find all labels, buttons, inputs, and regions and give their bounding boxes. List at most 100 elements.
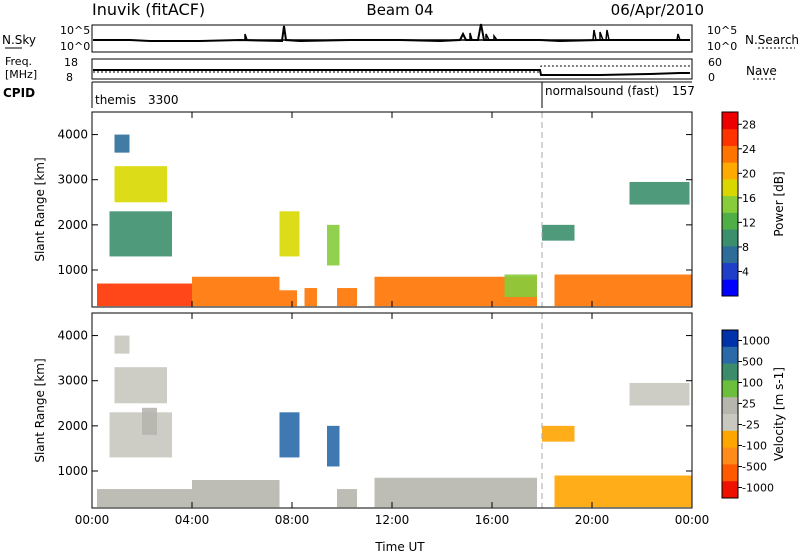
data-region-14 <box>629 181 690 205</box>
data-region-5 <box>279 290 297 307</box>
colorbar-title: Power [dB] <box>772 171 786 236</box>
data-region-2 <box>109 211 172 257</box>
data-region-11 <box>504 274 537 298</box>
colorbar-swatch <box>722 346 738 365</box>
cpid-segment-1-name: themis <box>95 93 136 107</box>
data-region-0 <box>114 134 130 153</box>
colorbar-title: Velocity [m s-1] <box>772 367 786 461</box>
nsky-tick-top: 10^5 <box>60 24 90 37</box>
nsky-tick-bottom: 10^0 <box>60 40 90 53</box>
colorbar-tick-label: -500 <box>742 461 767 474</box>
x-tick-label: 16:00 <box>475 513 510 527</box>
colorbar-swatch <box>722 128 738 146</box>
data-region-13 <box>554 274 692 307</box>
colorbar-swatch <box>722 262 738 280</box>
colorbar-tick-label: -100 <box>742 440 767 453</box>
colorbar-tick-label: 20 <box>742 167 756 180</box>
data-region-1 <box>114 367 167 404</box>
data-region-9 <box>374 477 537 508</box>
data-region-3 <box>97 283 192 307</box>
nsearch-label: N.Search <box>745 33 799 47</box>
colorbar-swatch <box>722 279 738 297</box>
data-region-0 <box>114 335 130 354</box>
cpid-strip: CPID themis 3300 normalsound (fast) 157 <box>3 81 695 108</box>
colorbar-swatch <box>722 481 738 499</box>
colorbar-tick-label: 8 <box>742 241 749 254</box>
y-axis-title: Slant Range [km] <box>33 157 47 261</box>
x-tick-label: 20:00 <box>575 513 610 527</box>
cpid-segment-1-id: 3300 <box>148 93 179 107</box>
data-region-6 <box>279 211 300 257</box>
x-tick-label: 00:00 <box>675 513 710 527</box>
colorbar-tick-label: -1000 <box>742 482 774 495</box>
data-region-10 <box>542 425 575 442</box>
power-colorbar: 28 24 20 16 12 8 4 Power [dB] <box>721 111 786 297</box>
colorbar-swatch <box>722 229 738 247</box>
colorbar-swatch <box>722 363 738 381</box>
freq-tick-top: 18 <box>64 56 78 69</box>
data-region-12 <box>629 382 690 406</box>
colorbar-frame <box>721 111 739 297</box>
colorbar-swatch <box>722 430 738 449</box>
data-region-7 <box>304 288 317 307</box>
colorbar-swatch <box>722 447 738 465</box>
data-region-8 <box>327 224 340 266</box>
colorbar-swatch <box>722 195 738 213</box>
freq-strip: Freq. [MHz] 18 8 60 0 Nave <box>5 55 777 84</box>
nave-tick-bottom: 0 <box>708 71 715 84</box>
data-region-9 <box>337 288 357 307</box>
colorbar-tick-label: 1000 <box>742 335 770 348</box>
colorbar-tick-label: 16 <box>742 192 756 205</box>
freq-tick-bottom: 8 <box>66 71 73 84</box>
data-region-4 <box>192 276 280 307</box>
colorbar-swatch <box>722 414 738 432</box>
colorbar-swatch <box>722 464 738 482</box>
nsky-strip: N.Sky 10^5 10^0 10^5 10^0 N.Search <box>2 23 799 53</box>
nsky-tick-bottom-right: 10^0 <box>707 40 737 53</box>
freq-label-line1: Freq. <box>5 55 32 68</box>
colorbar-tick-label: 12 <box>742 216 756 229</box>
x-tick-label: 08:00 <box>275 513 310 527</box>
velocity-colorbar: 1000 500 100 25 -25 -100 -500 -1000 Velocity [m … <box>721 329 786 499</box>
freq-label-line2: [MHz] <box>5 68 37 81</box>
data-region-6 <box>279 412 300 458</box>
date-title: 06/Apr/2010 <box>611 1 704 19</box>
colorbar-swatch <box>722 178 738 197</box>
colorbar-tick-label: 24 <box>742 143 756 156</box>
cpid-label: CPID <box>3 86 35 100</box>
beam-title: Beam 04 <box>366 1 433 19</box>
data-region-11 <box>554 475 692 508</box>
y-tick-label: 1000 <box>57 263 88 277</box>
data-region-8 <box>337 489 357 508</box>
y-tick-label: 2000 <box>57 419 88 433</box>
colorbar-swatch <box>722 380 738 398</box>
colorbar-tick-label: 100 <box>742 377 763 390</box>
colorbar-tick-label: -25 <box>742 419 760 432</box>
y-axis-title: Slant Range [km] <box>33 358 47 462</box>
y-tick-label: 3000 <box>57 374 88 388</box>
colorbar-tick-label: 500 <box>742 356 763 369</box>
cpid-segment-2-id: 157 <box>672 84 695 98</box>
data-region-5 <box>192 480 280 508</box>
data-region-1 <box>114 166 167 203</box>
nsky-tick-top-right: 10^5 <box>707 24 737 37</box>
data-region-7 <box>327 425 340 467</box>
colorbar-swatch <box>722 162 738 180</box>
x-axis-title: Time UT <box>374 540 425 554</box>
x-tick-label: 00:00 <box>75 513 110 527</box>
colorbar-tick-label: 28 <box>742 118 756 131</box>
y-tick-label: 1000 <box>57 464 88 478</box>
data-region-3 <box>142 407 157 435</box>
x-tick-label: 04:00 <box>175 513 210 527</box>
velocity-panel: 1000 2000 3000 4000 00:00 04:00 08:00 12:00 16:0… <box>33 312 710 527</box>
nave-label: Nave <box>746 64 777 78</box>
y-tick-label: 4000 <box>57 128 88 142</box>
data-region-2 <box>109 412 172 458</box>
power-panel: 1000 2000 3000 4000 Slant Range [km] <box>33 111 693 308</box>
data-region-4 <box>97 489 192 508</box>
nsearch-trace <box>244 29 681 41</box>
y-tick-label: 4000 <box>57 329 88 343</box>
colorbar-swatch <box>722 397 738 415</box>
